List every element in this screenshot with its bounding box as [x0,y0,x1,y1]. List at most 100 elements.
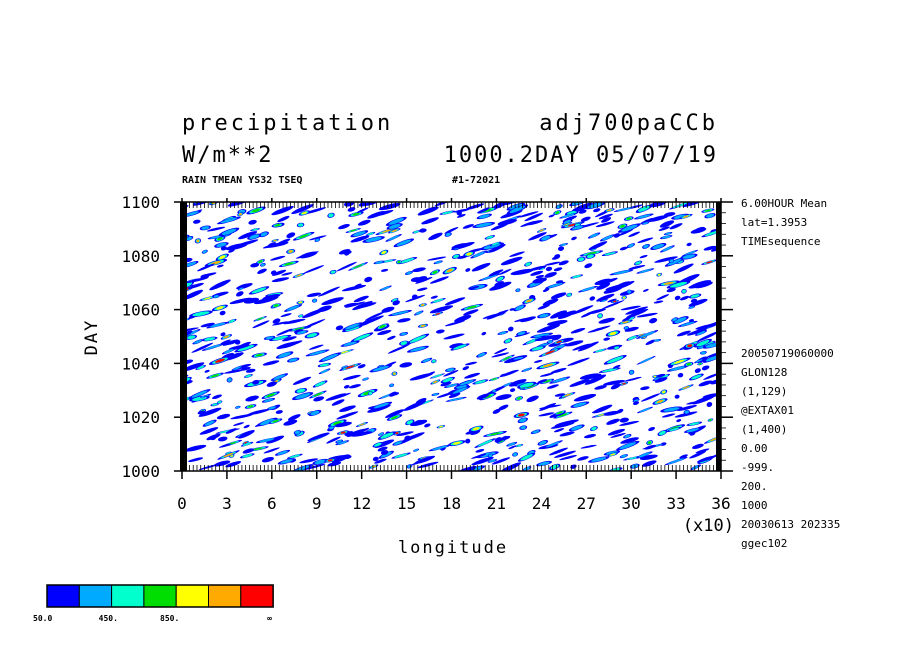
rain-blob-mid [478,214,490,219]
rain-blob [266,405,278,411]
rain-blob-mid [242,453,253,458]
heatmap-area [182,202,721,471]
rain-blob [625,306,649,315]
rain-blob [488,269,504,277]
rain-blob [472,222,496,228]
rain-blob-outer [429,305,454,314]
rain-blob [494,437,503,443]
side-info-line: 200. [741,480,768,493]
rain-blob-mid [380,451,392,458]
rain-blob-outer [331,399,345,406]
rain-blob [329,269,337,275]
rain-blob [592,348,608,353]
rain-blob [456,210,462,216]
rain-blob [690,464,702,471]
rain-blob [194,238,202,244]
rain-blob [545,266,553,272]
rain-blob-outer [436,392,454,398]
rain-blob [476,451,499,459]
rain-blob [182,362,205,372]
rain-blob [538,412,555,417]
rain-blob [513,412,530,418]
rain-blob-outer [641,460,657,467]
rain-blob-mid [667,458,685,465]
rain-blob-mid [312,299,317,303]
right-edge-bar [716,202,721,471]
rain-blob [238,231,258,240]
rain-blob-mid [489,459,496,463]
rain-blob [650,243,667,250]
rain-blob [233,422,245,426]
rain-blob [417,323,429,328]
rain-blob [693,338,712,348]
rain-blob [258,231,269,238]
rain-blob-mid [298,314,303,318]
rain-blob-outer [603,337,611,341]
rain-blob-mid [320,369,329,374]
rain-blob [261,391,280,399]
rain-blob [250,262,260,268]
rain-blob-mid [688,422,700,426]
rain-blob [471,262,491,272]
rain-blob-outer [336,411,359,420]
rain-blob-mid [496,276,504,281]
rain-blob [346,428,366,437]
rain-blob-mid [431,359,436,363]
rain-blob [606,418,620,425]
rain-blob-mid [297,223,304,227]
rain-blob-core [439,425,443,428]
rain-blob [341,284,367,292]
rain-blob [318,352,342,363]
rain-blob-outer [280,313,292,318]
rain-blob-mid [286,305,300,311]
rain-blob-outer [440,381,452,387]
rain-blob-outer [550,292,567,299]
rain-blob [697,362,703,366]
rain-blob-core [489,432,501,436]
rain-blob [252,379,260,385]
rain-blob-outer [666,287,676,293]
rain-blob [587,325,611,333]
rain-blob [456,213,466,218]
rain-blob-mid [639,407,651,413]
rain-blob [566,292,573,297]
rain-blob [530,270,544,276]
rain-blob [659,220,675,228]
rain-blob-core [294,327,305,330]
rain-blob-mid [606,356,624,364]
rain-blob-mid [185,261,197,267]
rain-blob-outer [674,394,680,399]
rain-blob-mid [389,383,394,387]
rain-blob [321,297,344,306]
rain-blob-outer [238,231,258,240]
rain-blob-outer [385,409,405,418]
rain-blob [688,298,708,307]
rain-blob-outer [346,428,366,437]
rain-blob [216,400,223,404]
rain-blob-outer [534,359,543,363]
rain-blob [266,435,285,444]
rain-blob [341,365,349,369]
rain-blob [577,341,599,352]
rain-blob [701,365,710,371]
rain-blob-outer [559,431,575,437]
rain-blob [247,409,270,415]
rain-blob [465,438,471,444]
rain-blob-outer [537,379,548,384]
rain-blob-outer [486,309,509,320]
rain-blob [182,327,199,333]
rain-blob-mid [374,442,382,447]
rain-blob [610,432,626,438]
rain-blob [698,380,713,387]
rain-blob-core [563,393,572,397]
rain-blob [226,318,237,324]
rain-blob-outer [308,235,327,241]
rain-blob-core [433,380,438,384]
rain-blob [339,405,356,412]
rain-blob-mid [620,454,627,458]
rain-blob [701,259,718,265]
rain-blob [671,213,690,220]
colorbar-swatch [143,584,177,608]
rain-blob-mid [459,380,474,386]
side-info-line: TIMEsequence [741,235,820,248]
